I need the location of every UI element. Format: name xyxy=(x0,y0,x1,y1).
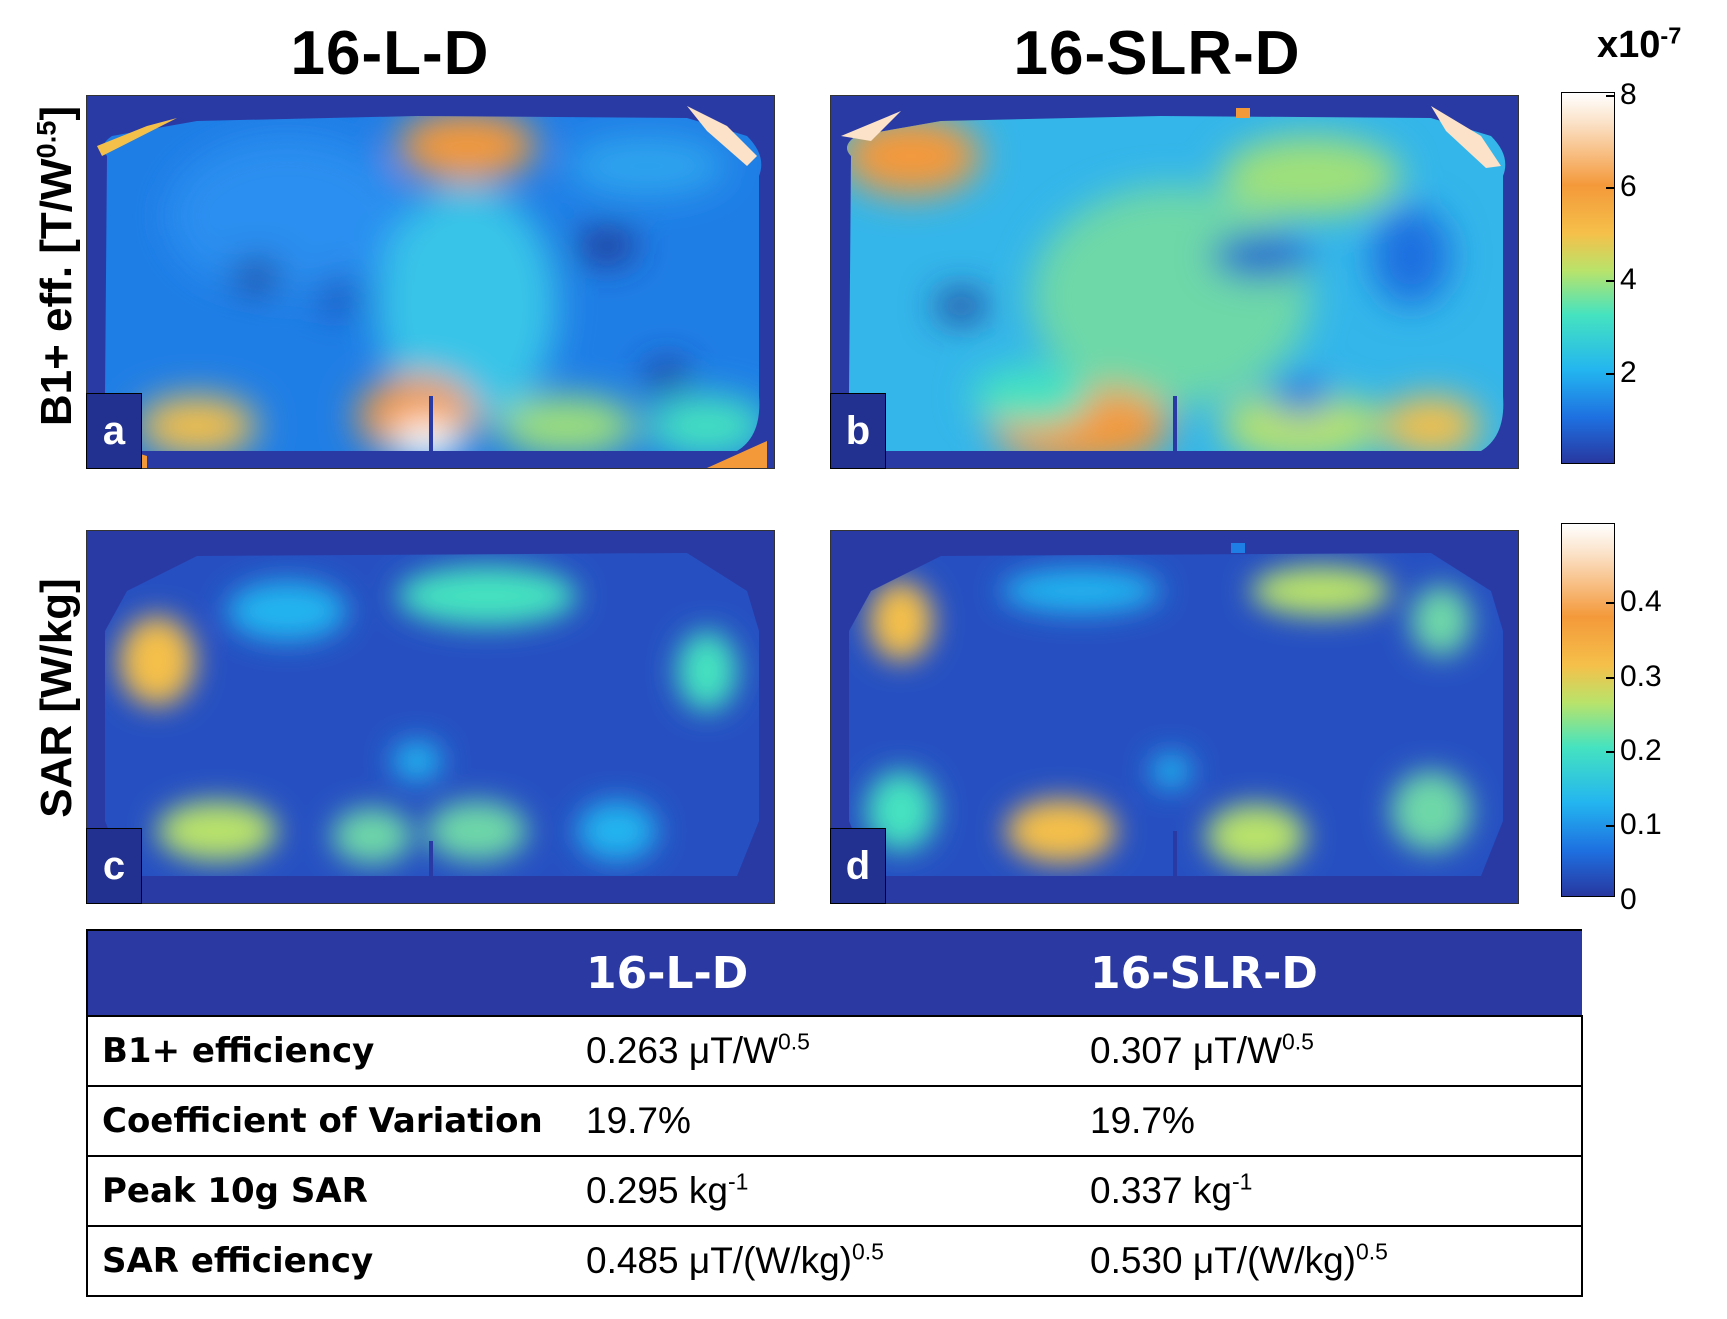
column-title-16-L-D: 16-L-D xyxy=(290,19,490,88)
table-header-row: 16-L-D 16-SLR-D xyxy=(86,929,1582,1017)
panel-letter-b: b xyxy=(830,393,886,469)
row-label-coefficient-of-variation: Coefficient of Variation xyxy=(86,1085,572,1157)
sar-map-16-SLR-D xyxy=(830,530,1519,904)
colorbar-b1 xyxy=(1561,92,1615,464)
colorbar-b1-tick-2: 2 xyxy=(1620,356,1637,389)
colorbar-sar-tick-0.4: 0.4 xyxy=(1620,585,1662,618)
row-label-peak-10g-sar: Peak 10g SAR xyxy=(86,1155,572,1227)
colorbar-b1-tick-6: 6 xyxy=(1620,170,1637,203)
table-header-16-SLR-D: 16-SLR-D xyxy=(1076,929,1582,1017)
table-row: B1+ efficiency 0.263 μT/W0.5 0.307 μT/W0… xyxy=(86,1015,1583,1087)
sar-map-16-L-D xyxy=(86,530,775,904)
cell-cov-16-SLR-D: 19.7% xyxy=(1076,1085,1583,1157)
table-header-empty xyxy=(86,929,572,1017)
cell-cov-16-L-D: 19.7% xyxy=(572,1085,1076,1157)
table-header-16-L-D: 16-L-D xyxy=(572,929,1076,1017)
cell-peak-sar-16-L-D: 0.295 kg-1 xyxy=(572,1155,1076,1227)
panel-letter-c: c xyxy=(86,828,142,904)
panel-letter-d: d xyxy=(830,828,886,904)
panel-letter-a: a xyxy=(86,393,142,469)
cell-sar-efficiency-16-L-D: 0.485 μT/(W/kg)0.5 xyxy=(572,1225,1076,1297)
column-title-16-SLR-D: 16-SLR-D xyxy=(1013,19,1301,88)
colorbar-sar-tick-0.1: 0.1 xyxy=(1620,808,1662,841)
colorbar-b1-tick-8: 8 xyxy=(1620,78,1637,111)
row-label-b1-efficiency-cell: B1+ efficiency xyxy=(86,1015,572,1087)
b1-map-16-SLR-D xyxy=(830,95,1519,469)
row-label-sar-efficiency: SAR efficiency xyxy=(86,1225,572,1297)
colorbar-sar-tick-0: 0 xyxy=(1620,883,1637,916)
colorbar-sar xyxy=(1561,523,1615,897)
cell-b1-efficiency-16-SLR-D: 0.307 μT/W0.5 xyxy=(1076,1015,1583,1087)
cell-sar-efficiency-16-SLR-D: 0.530 μT/(W/kg)0.5 xyxy=(1076,1225,1583,1297)
b1-map-16-L-D xyxy=(86,95,775,469)
row-label-b1-efficiency: B1+ eff. [T/W0.5] xyxy=(30,105,81,427)
row-label-sar: SAR [W/kg] xyxy=(32,578,81,818)
colorbar-b1-tick-4: 4 xyxy=(1620,263,1637,296)
table-row: Peak 10g SAR 0.295 kg-1 0.337 kg-1 xyxy=(86,1155,1583,1227)
cell-peak-sar-16-SLR-D: 0.337 kg-1 xyxy=(1076,1155,1583,1227)
colorbar-sar-tick-0.3: 0.3 xyxy=(1620,660,1662,693)
cell-b1-efficiency-16-L-D: 0.263 μT/W0.5 xyxy=(572,1015,1076,1087)
table-row: Coefficient of Variation 19.7% 19.7% xyxy=(86,1085,1583,1157)
colorbar-sar-tick-0.2: 0.2 xyxy=(1620,734,1662,767)
colorbar-b1-exponent: x10-7 xyxy=(1597,22,1682,66)
table-row: SAR efficiency 0.485 μT/(W/kg)0.5 0.530 … xyxy=(86,1225,1583,1297)
summary-table: 16-L-D 16-SLR-D B1+ efficiency 0.263 μT/… xyxy=(86,929,1583,1297)
